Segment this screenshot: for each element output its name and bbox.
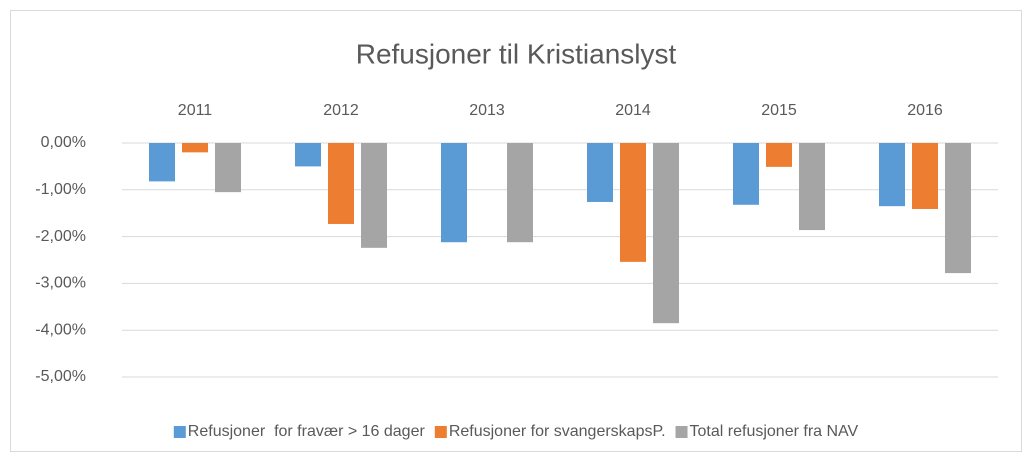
x-tick-label: 2012 bbox=[323, 102, 359, 119]
bar bbox=[587, 143, 613, 202]
legend-swatch bbox=[173, 426, 186, 438]
legend-label: Total refusjoner fra NAV bbox=[690, 423, 859, 440]
bar bbox=[361, 143, 387, 248]
x-tick-label: 2015 bbox=[761, 102, 797, 119]
y-tick-label: -5,00% bbox=[35, 368, 86, 385]
bar bbox=[441, 143, 467, 243]
legend-swatch bbox=[675, 426, 688, 438]
bar bbox=[182, 143, 208, 153]
bar bbox=[653, 143, 679, 324]
y-tick-label: -1,00% bbox=[35, 181, 86, 198]
bar bbox=[766, 143, 792, 167]
bar bbox=[879, 143, 905, 207]
bar bbox=[507, 143, 533, 243]
bar bbox=[328, 143, 354, 224]
bar bbox=[215, 143, 241, 193]
legend-label: Refusjoner for fravær > 16 dager bbox=[188, 423, 426, 440]
bar bbox=[620, 143, 646, 262]
y-tick-label: -2,00% bbox=[35, 228, 86, 245]
y-tick-label: 0,00% bbox=[41, 134, 86, 151]
bar bbox=[912, 143, 938, 209]
x-tick-label: 2016 bbox=[907, 102, 943, 119]
x-tick-label: 2011 bbox=[178, 102, 213, 119]
bar bbox=[149, 143, 175, 182]
legend-label: Refusjoner for svangerskapsP. bbox=[449, 423, 666, 440]
chart-title: Refusjoner til Kristianslyst bbox=[356, 38, 677, 69]
y-tick-label: -3,00% bbox=[35, 275, 86, 292]
legend-swatch bbox=[434, 426, 447, 438]
y-tick-label: -4,00% bbox=[35, 321, 86, 338]
bar bbox=[799, 143, 825, 231]
bar bbox=[295, 143, 321, 167]
bar bbox=[733, 143, 759, 205]
x-tick-label: 2013 bbox=[469, 102, 505, 119]
x-tick-label: 2014 bbox=[615, 102, 651, 119]
bar bbox=[945, 143, 971, 274]
